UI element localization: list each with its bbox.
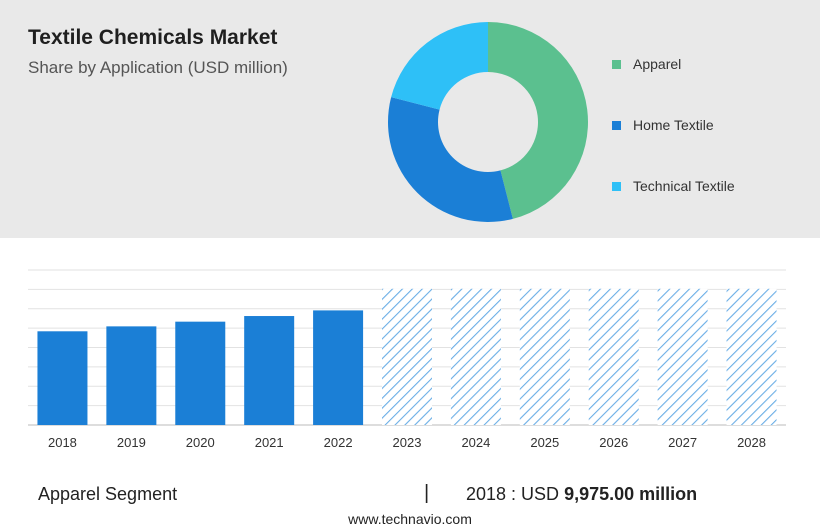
bar-2026	[588, 288, 639, 425]
chart-subtitle: Share by Application (USD million)	[28, 58, 288, 77]
donut-chart	[388, 22, 588, 222]
donut-slice-technical-textile	[391, 22, 488, 110]
x-tick-label-2025: 2025	[530, 435, 559, 450]
segment-label: Apparel Segment	[38, 484, 178, 504]
bar-2023	[382, 288, 432, 425]
legend-label-home-textile: Home Textile	[633, 117, 714, 133]
segment-value-prefix: 2018 : USD	[466, 484, 560, 504]
donut-slice-home-textile	[388, 97, 513, 222]
footer-separator: |	[424, 482, 430, 504]
x-tick-label-2028: 2028	[737, 435, 766, 450]
bar-2020	[175, 321, 226, 425]
x-tick-label-2023: 2023	[393, 435, 422, 450]
x-tick-label-2027: 2027	[668, 435, 697, 450]
x-tick-label-2021: 2021	[255, 435, 284, 450]
x-tick-label-2019: 2019	[117, 435, 146, 450]
legend-item-home-textile: Home Textile	[612, 115, 812, 135]
bar-2028	[726, 288, 777, 425]
legend-swatch-technical-textile	[612, 181, 621, 191]
donut-slice-apparel	[488, 22, 588, 219]
legend-label-technical-textile: Technical Textile	[633, 178, 735, 194]
bar-2027	[657, 288, 708, 425]
legend-label-apparel: Apparel	[633, 56, 682, 72]
bar-2022	[313, 310, 364, 425]
bar-2025	[519, 288, 570, 425]
x-tick-label-2026: 2026	[599, 435, 628, 450]
legend-swatch-apparel	[612, 59, 621, 69]
legend-item-technical-textile: Technical Textile	[612, 176, 812, 196]
bar-2019	[106, 326, 157, 425]
x-tick-label-2018: 2018	[48, 435, 77, 450]
bar-2024	[450, 288, 501, 425]
x-tick-label-2024: 2024	[461, 435, 490, 450]
segment-value: 2018 : USD 9,975.00 million	[466, 484, 697, 505]
legend-swatch-home-textile	[612, 120, 621, 130]
x-tick-label-2020: 2020	[186, 435, 215, 450]
bar-2021	[244, 316, 295, 425]
segment-value-amount: 9,975.00 million	[564, 484, 698, 504]
source-link[interactable]: www.technavio.com	[348, 511, 472, 527]
legend-item-apparel: Apparel	[612, 54, 812, 74]
bar-chart: 2018 2019 2020 2021 2022 2023 2024 2025 2026 2027…	[28, 269, 786, 450]
bar-2018	[37, 331, 88, 425]
chart-title: Textile Chemicals Market	[28, 26, 278, 49]
x-tick-label-2022: 2022	[324, 435, 353, 450]
